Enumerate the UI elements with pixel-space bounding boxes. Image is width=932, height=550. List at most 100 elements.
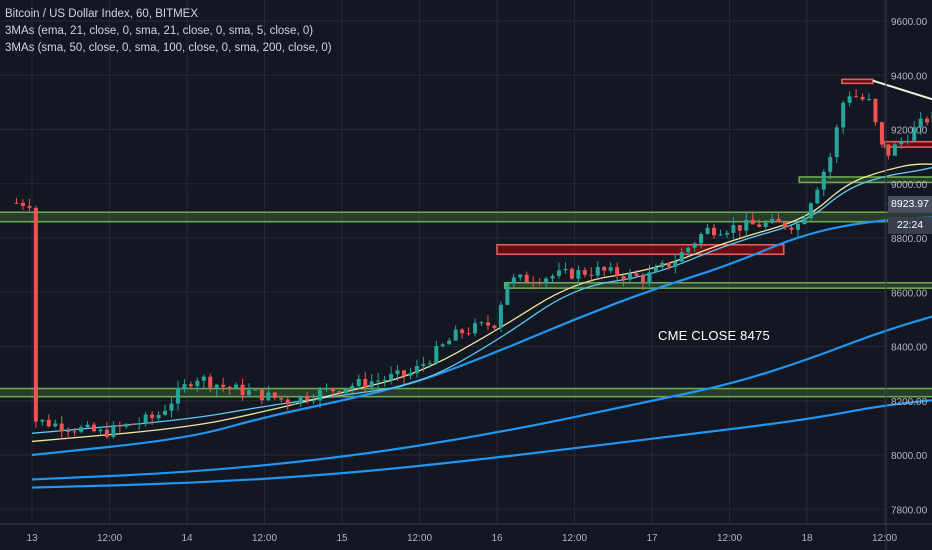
candle-body (104, 429, 109, 437)
candle-body (531, 282, 536, 284)
candle-body (40, 419, 45, 422)
candle-body (350, 385, 355, 389)
candle-body (737, 225, 742, 231)
candle-body (498, 304, 503, 328)
candle-body (860, 96, 865, 100)
legend-symbol[interactable]: Bitcoin / US Dollar Index, 60, BITMEX (5, 8, 199, 20)
candle-body (892, 144, 897, 156)
candle-body (33, 207, 38, 422)
candle-body (46, 419, 51, 427)
candle-body (92, 424, 96, 432)
candle-body (214, 384, 219, 388)
time-tick-label: 12:00 (252, 533, 277, 544)
candle-body (85, 424, 90, 428)
candle-body (505, 283, 510, 305)
candle-body (240, 384, 245, 396)
candle-body (808, 203, 813, 219)
moving-average-line[interactable] (31, 216, 932, 457)
candle-body (608, 267, 613, 271)
candle-body (692, 243, 697, 248)
candle-layer (14, 89, 932, 440)
price-tick-label: 8800.00 (891, 234, 928, 245)
candle-body (854, 96, 859, 98)
time-tick-label: 17 (646, 533, 658, 544)
candle-body (918, 118, 923, 128)
candle-body (175, 388, 180, 404)
candle-body (124, 424, 129, 427)
moving-average-line[interactable] (31, 163, 932, 443)
candle-body (169, 403, 174, 411)
candle-body (421, 364, 426, 367)
time-tick-label: 13 (26, 533, 38, 544)
price-tick-label: 8000.00 (891, 451, 928, 462)
candle-body (615, 267, 620, 276)
candle-body (621, 275, 626, 280)
time-tick-label: 12:00 (97, 533, 122, 544)
candle-body (311, 400, 316, 402)
moving-average-line[interactable] (31, 397, 932, 489)
candle-body (511, 277, 516, 284)
price-tick-label: 9200.00 (891, 126, 928, 137)
support-zone[interactable] (0, 211, 932, 223)
candle-body (382, 379, 387, 381)
candle-body (815, 189, 820, 204)
candle-body (305, 396, 310, 401)
candle-body (466, 333, 471, 335)
candle-body (188, 384, 193, 387)
candle-body (363, 378, 368, 388)
candle-body (408, 373, 413, 376)
candle-body (763, 222, 768, 227)
resistance-zone[interactable] (496, 243, 785, 256)
candle-body (550, 275, 555, 279)
candle-body (886, 144, 891, 156)
candle-body (795, 224, 800, 230)
candle-body (253, 389, 258, 391)
candle-body (867, 98, 871, 100)
candle-body (576, 270, 581, 279)
candle-body (337, 391, 342, 393)
candle-body (634, 273, 639, 276)
time-tick-label: 16 (491, 533, 503, 544)
candle-body (841, 102, 846, 128)
price-tick-label: 8400.00 (891, 343, 928, 354)
candle-body (479, 322, 484, 324)
candle-body (227, 386, 232, 389)
trendline[interactable] (872, 79, 932, 149)
legend-indicator-2[interactable]: 3MAs (sma, 50, close, 0, sma, 100, close… (5, 42, 332, 54)
overlay-layer (872, 79, 932, 205)
candle-body (783, 222, 788, 228)
candle-body (544, 278, 549, 284)
candle-body (718, 234, 723, 236)
candle-body (679, 252, 684, 262)
candle-body (53, 423, 58, 427)
price-tick-label: 8600.00 (891, 288, 928, 299)
candle-body (285, 399, 290, 405)
candle-body (247, 390, 251, 396)
price-tick-label: 9400.00 (891, 71, 928, 82)
candle-body (582, 270, 587, 275)
support-zone[interactable] (503, 281, 932, 289)
time-axis[interactable]: 13 12:00 14 12:00 15 12:00 16 12:00 17 12:00 18 12:… (0, 523, 932, 544)
time-tick-label: 12:00 (717, 533, 742, 544)
candle-body (150, 414, 155, 419)
moving-average-line[interactable] (31, 154, 932, 434)
price-axis[interactable]: 9600.00 9400.00 9200.00 9000.00 8800.00 8600.… (885, 0, 928, 550)
resistance-zone[interactable] (841, 78, 874, 85)
candle-body (595, 267, 600, 276)
candle-body (130, 424, 135, 426)
cme-close-annotation[interactable]: CME CLOSE 8475 (658, 328, 770, 343)
candle-body (111, 425, 116, 437)
candle-body (879, 122, 884, 145)
candle-body (234, 384, 239, 389)
moving-average-line[interactable] (31, 306, 932, 481)
candle-body (427, 363, 432, 365)
legend-indicator-1[interactable]: 3MAs (ema, 21, close, 0, sma, 21, close,… (5, 25, 314, 37)
candle-body (98, 429, 103, 432)
candle-body (14, 202, 19, 204)
candle-body (847, 96, 852, 103)
support-zone[interactable] (0, 387, 932, 398)
candle-body (712, 227, 716, 236)
chart-legend: Bitcoin / US Dollar Index, 60, BITMEX 3M… (5, 6, 332, 57)
candle-body (653, 267, 658, 273)
